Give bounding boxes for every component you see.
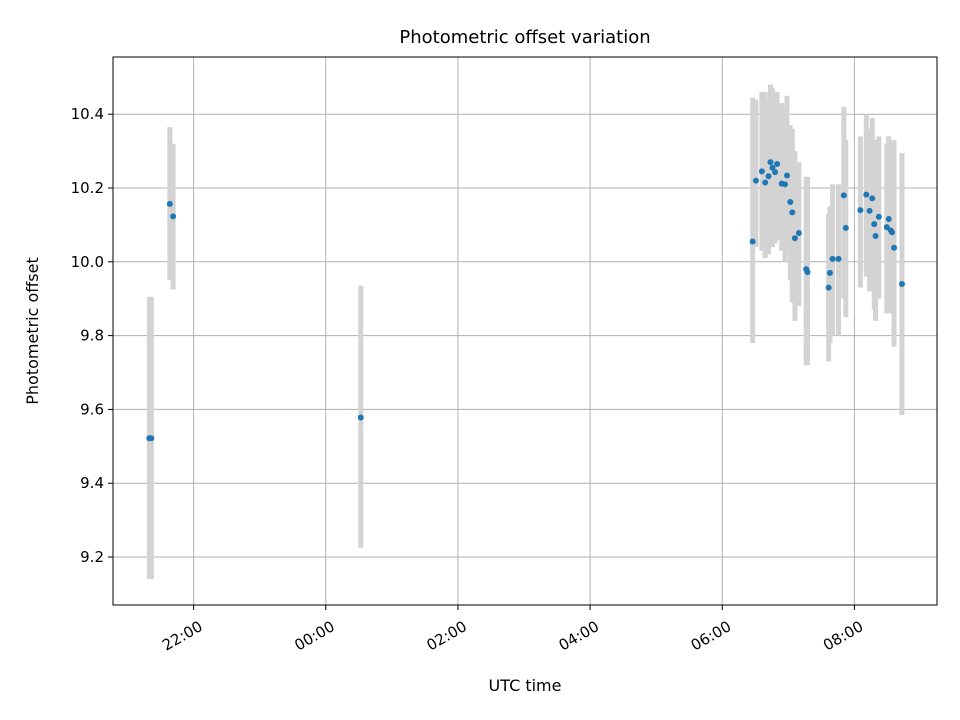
y-tick-label: 10.2 <box>71 179 104 197</box>
data-point <box>752 177 759 184</box>
y-tick-label: 10.0 <box>71 253 104 271</box>
data-point <box>869 195 876 202</box>
data-point <box>875 213 882 220</box>
y-tick-label: 9.4 <box>80 474 104 492</box>
data-point <box>872 232 879 239</box>
data-point <box>825 284 832 291</box>
data-point <box>804 269 811 276</box>
data-point <box>885 216 892 223</box>
y-tick-label: 9.8 <box>80 327 104 345</box>
data-point <box>749 238 756 245</box>
data-point <box>842 224 849 231</box>
data-point <box>857 207 864 214</box>
chart-title: Photometric offset variation <box>399 27 650 48</box>
data-point <box>170 213 177 220</box>
data-point <box>787 199 794 206</box>
data-point <box>166 200 173 207</box>
data-point <box>765 173 772 180</box>
data-point <box>840 192 847 199</box>
data-point <box>795 230 802 237</box>
data-point <box>772 169 779 176</box>
data-point <box>871 221 878 228</box>
data-point <box>835 255 842 262</box>
x-axis-label: UTC time <box>489 676 562 695</box>
data-point <box>829 255 836 262</box>
data-point <box>148 435 155 442</box>
y-tick-label: 10.4 <box>71 105 104 123</box>
data-point <box>782 181 789 188</box>
data-point <box>891 244 898 251</box>
y-tick-label: 9.6 <box>80 400 104 418</box>
y-axis-label: Photometric offset <box>23 257 42 405</box>
data-point <box>758 168 765 175</box>
data-point <box>898 280 905 287</box>
data-point <box>866 207 873 214</box>
grid-lines <box>113 57 937 605</box>
data-point <box>769 164 776 171</box>
data-point <box>789 209 796 216</box>
data-point <box>774 161 781 168</box>
data-point <box>883 224 890 231</box>
plot-frame <box>112 56 938 606</box>
data-point <box>791 235 798 242</box>
data-point <box>863 191 870 198</box>
y-axis-ticks: 9.2 9.4 9.6 9.8 10.0 10.2 10.4 <box>71 105 113 566</box>
data-points <box>146 159 905 442</box>
data-point <box>767 159 774 166</box>
data-point <box>357 414 364 421</box>
data-point <box>762 179 769 186</box>
data-point <box>826 269 833 276</box>
y-tick-label: 9.2 <box>80 548 104 566</box>
data-point <box>784 172 791 179</box>
data-point <box>889 229 896 236</box>
